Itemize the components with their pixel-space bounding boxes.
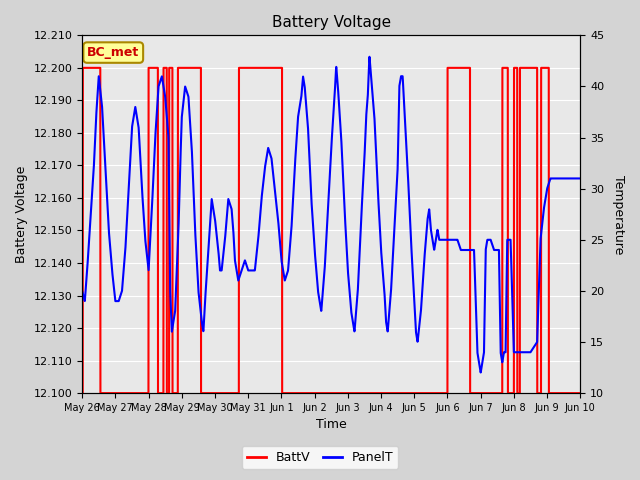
X-axis label: Time: Time	[316, 419, 347, 432]
Text: BC_met: BC_met	[87, 46, 140, 59]
Title: Battery Voltage: Battery Voltage	[271, 15, 391, 30]
Legend: BattV, PanelT: BattV, PanelT	[242, 446, 398, 469]
Y-axis label: Temperature: Temperature	[612, 175, 625, 254]
Y-axis label: Battery Voltage: Battery Voltage	[15, 166, 28, 263]
